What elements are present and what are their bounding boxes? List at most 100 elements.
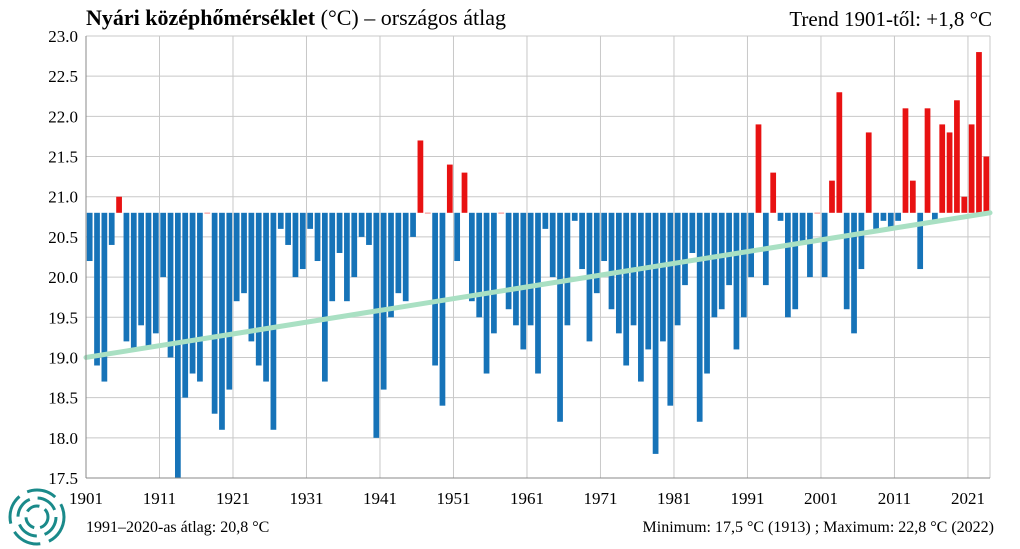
bar	[571, 212, 578, 221]
bar	[939, 124, 946, 213]
bar	[152, 212, 159, 334]
bar	[263, 212, 269, 382]
x-tick-label: 1921	[216, 489, 250, 508]
bar	[814, 212, 821, 214]
bar	[909, 180, 916, 213]
bar	[593, 212, 600, 294]
bar	[755, 124, 762, 213]
bar	[645, 212, 652, 350]
bar	[344, 212, 350, 302]
bar	[395, 212, 402, 294]
y-tick-label: 18.5	[48, 389, 78, 408]
x-tick-label: 1971	[583, 489, 617, 508]
bar	[138, 212, 144, 326]
bar	[505, 212, 512, 310]
chart-title-unit: (°C) – országos átlag	[315, 5, 506, 30]
bar	[329, 212, 336, 302]
bar	[446, 164, 453, 213]
x-tick-label: 1991	[730, 489, 764, 508]
bar	[336, 212, 343, 253]
bar	[858, 212, 865, 270]
bar	[402, 212, 409, 302]
bar	[461, 172, 468, 213]
bar	[968, 124, 975, 213]
bar	[513, 212, 519, 326]
chart-title-main: Nyári középhőmérséklet	[86, 5, 316, 30]
bar	[917, 212, 924, 270]
bar	[829, 180, 835, 213]
bar	[887, 212, 894, 229]
bar	[314, 212, 321, 262]
x-tick-label: 1901	[69, 489, 103, 508]
bar	[86, 212, 93, 262]
bar	[380, 212, 387, 390]
bar	[880, 212, 887, 221]
bar	[292, 212, 299, 278]
bar	[924, 108, 931, 213]
y-tick-label: 19.5	[48, 308, 78, 327]
bar	[689, 212, 696, 253]
baseline-note: 1991–2020-as átlag: 20,8 °C	[86, 519, 270, 536]
bar	[836, 92, 843, 213]
bar	[476, 212, 483, 318]
bar	[601, 212, 608, 262]
bar	[299, 212, 306, 270]
x-tick-label: 2001	[804, 489, 838, 508]
x-tick-label: 1961	[510, 489, 544, 508]
bar	[579, 212, 585, 270]
bar	[527, 212, 534, 326]
bar	[468, 212, 475, 302]
bar	[123, 212, 130, 342]
y-tick-label: 22.0	[48, 107, 78, 126]
bar	[983, 156, 990, 213]
y-tick-label: 20.0	[48, 268, 78, 287]
y-tick-label: 20.5	[48, 228, 78, 247]
bar	[682, 212, 688, 286]
bar	[321, 212, 328, 382]
x-tick-label: 2021	[951, 489, 985, 508]
bar	[219, 212, 225, 430]
y-tick-label: 21.5	[48, 148, 78, 167]
y-tick-label: 21.0	[48, 188, 78, 207]
minmax-note: Minimum: 17,5 °C (1913) ; Maximum: 22,8 …	[642, 519, 994, 536]
x-tick-label: 2011	[878, 489, 911, 508]
bar	[542, 212, 549, 229]
y-tick-label: 18.0	[48, 429, 78, 448]
bar	[160, 212, 167, 278]
bar	[792, 212, 799, 310]
bar	[270, 212, 277, 430]
bar	[197, 212, 203, 382]
bar	[873, 212, 879, 229]
bar	[932, 212, 938, 221]
bar	[851, 212, 857, 334]
bar	[277, 212, 284, 229]
bar	[667, 212, 674, 406]
bar	[696, 212, 703, 422]
bar	[285, 212, 291, 245]
bar	[175, 212, 181, 479]
bar	[660, 212, 666, 342]
bar	[961, 196, 968, 213]
trend-label: Trend 1901-től: +1,8 °C	[789, 7, 992, 31]
bar	[388, 212, 394, 318]
bar	[233, 212, 240, 302]
bar	[895, 212, 901, 221]
bar	[226, 212, 233, 390]
bar	[733, 212, 740, 350]
bar	[865, 132, 872, 213]
bar	[718, 212, 725, 310]
x-tick-label: 1951	[436, 489, 470, 508]
bar	[799, 212, 806, 245]
bar	[770, 172, 777, 213]
bar	[116, 196, 122, 213]
x-tick-label: 1941	[363, 489, 397, 508]
bar	[211, 212, 218, 414]
chart-title: Nyári középhőmérséklet (°C) – országos á…	[86, 5, 506, 31]
bar	[248, 212, 255, 342]
bar	[954, 100, 960, 213]
bar	[623, 212, 630, 366]
bar	[424, 212, 431, 214]
bar	[167, 212, 174, 358]
bar	[101, 212, 108, 382]
